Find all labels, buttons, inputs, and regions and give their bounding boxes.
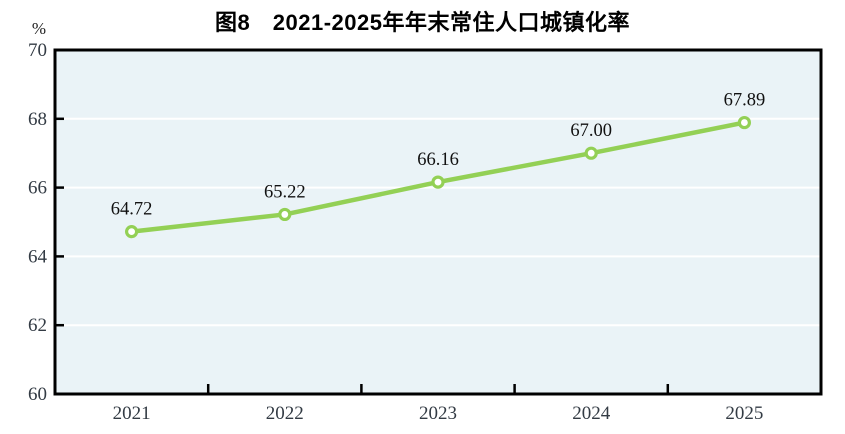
x-tick-label: 2024: [572, 403, 611, 424]
y-axis-unit-label: %: [31, 19, 46, 38]
y-tick-label: 68: [28, 109, 47, 130]
data-point-marker: [431, 175, 445, 189]
x-tick-label: 2022: [266, 403, 304, 424]
x-tick-label: 2021: [113, 403, 151, 424]
data-point-marker: [278, 207, 292, 222]
y-tick-label: 64: [28, 246, 48, 267]
axis-frame: [53, 48, 823, 396]
chart-title: 图8 2021-2025年年末常住人口城镇化率: [215, 10, 630, 35]
data-point-label: 67.89: [724, 91, 766, 111]
data-point-marker: [584, 146, 598, 160]
data-point-marker: [125, 225, 139, 239]
data-point-label: 66.16: [417, 150, 459, 170]
plot-area: [55, 50, 821, 394]
y-tick-label: 62: [28, 315, 47, 336]
y-tick-label: 66: [28, 178, 47, 199]
data-point-marker: [737, 115, 752, 130]
data-point-label: 67.00: [570, 121, 612, 141]
y-tick-label: 60: [28, 384, 47, 405]
data-point-label: 65.22: [264, 182, 306, 202]
y-tick-label: 70: [28, 40, 47, 61]
x-tick-label: 2025: [725, 403, 763, 424]
data-point-label: 64.72: [111, 200, 153, 220]
x-tick-label: 2023: [419, 403, 457, 424]
